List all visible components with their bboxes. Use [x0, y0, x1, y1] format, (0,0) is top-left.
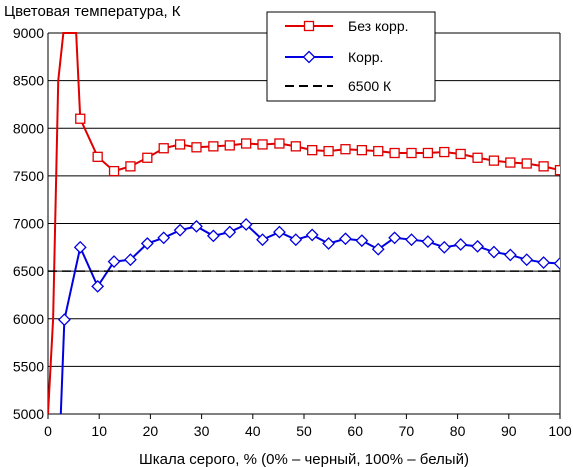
data-point: [520, 253, 534, 267]
data-point: [75, 113, 86, 124]
x-tick-label: 20: [143, 423, 159, 439]
data-point: [554, 165, 560, 176]
data-point: [553, 257, 560, 270]
y-axis-title: Цветовая температура, К: [4, 3, 181, 20]
data-point: [124, 253, 137, 267]
data-point: [406, 147, 417, 159]
data-point: [389, 147, 400, 159]
data-point: [174, 139, 186, 150]
data-point: [307, 145, 318, 156]
data-point: [521, 158, 532, 169]
data-point: [274, 138, 285, 149]
data-point: [256, 233, 269, 247]
legend-marker: [303, 20, 315, 32]
data-point: [322, 237, 335, 250]
data-point: [239, 218, 253, 231]
data-point: [91, 279, 105, 293]
x-tick-label: 30: [194, 423, 210, 439]
legend-label: Без корр.: [348, 18, 409, 34]
series-2: [57, 218, 560, 415]
data-point: [289, 233, 303, 247]
data-point: [190, 219, 203, 233]
data-point: [290, 141, 301, 152]
data-point: [240, 138, 252, 149]
data-point: [208, 141, 219, 152]
y-tick-label: 6500: [13, 263, 44, 279]
y-tick-label: 8000: [13, 120, 44, 136]
data-point: [92, 151, 103, 162]
data-point: [388, 231, 402, 245]
data-point: [455, 148, 466, 160]
plot-area: [48, 32, 560, 415]
legend-label: 6500 К: [348, 78, 392, 94]
data-point: [157, 231, 171, 245]
data-point: [173, 223, 187, 237]
x-tick-label: 50: [296, 423, 312, 439]
data-point: [505, 157, 516, 168]
data-point: [140, 237, 154, 250]
data-point: [158, 143, 169, 154]
data-point: [57, 313, 71, 327]
data-point: [488, 155, 500, 166]
data-point: [538, 161, 549, 172]
x-tick-label: 90: [501, 423, 517, 439]
legend: Без корр. Корр. 6500 К: [266, 11, 436, 102]
x-tick-label: 80: [450, 423, 466, 439]
data-point: [356, 145, 368, 156]
data-point: [323, 145, 334, 157]
data-point: [439, 146, 450, 158]
x-tick-label: 40: [245, 423, 261, 439]
data-point: [125, 161, 136, 172]
legend-label: Корр.: [348, 49, 383, 65]
data-point: [108, 165, 120, 177]
y-tick-label: 9000: [13, 25, 44, 41]
x-tick-label: 60: [347, 423, 363, 439]
data-point: [142, 152, 153, 163]
data-point: [355, 234, 369, 248]
data-point: [422, 147, 434, 159]
y-tick-label: 7000: [13, 216, 44, 232]
data-point: [73, 240, 87, 254]
y-tick-label: 6000: [13, 311, 44, 327]
x-tick-label: 70: [399, 423, 415, 439]
data-point: [224, 140, 235, 151]
data-point: [454, 238, 468, 251]
data-point: [340, 144, 351, 155]
y-tick-label: 8500: [13, 73, 44, 89]
series-1: [48, 32, 560, 415]
x-tick-label: 0: [44, 423, 52, 439]
data-point: [371, 242, 385, 256]
data-point: [537, 256, 551, 269]
x-tick-label: 10: [91, 423, 107, 439]
data-point: [107, 255, 121, 269]
data-point: [257, 139, 268, 150]
data-point: [191, 142, 202, 153]
data-point: [305, 228, 319, 242]
x-tick-labels: 0 10 20 30 40 50 60 70 80 90 100: [44, 414, 572, 439]
data-point: [487, 245, 501, 259]
x-axis-title: Шкала серого, % (0% – черный, 100% – бел…: [139, 451, 469, 467]
y-tick-label: 5500: [13, 358, 44, 374]
data-point: [223, 225, 237, 239]
data-point: [503, 248, 517, 262]
data-point: [437, 240, 451, 254]
y-tick-label: 5000: [13, 406, 44, 422]
data-point: [421, 235, 435, 249]
data-point: [273, 225, 286, 239]
x-tick-label: 100: [548, 423, 572, 439]
y-tick-label: 7500: [13, 168, 44, 184]
data-point: [373, 145, 384, 157]
data-point: [206, 229, 220, 243]
legend-marker: [302, 50, 316, 64]
data-point: [339, 232, 352, 246]
y-tick-labels: 5000 5500 6000 6500 7000 7500 8000 8500 9000: [13, 25, 44, 422]
data-point: [472, 152, 483, 163]
data-point: [405, 233, 418, 247]
data-point: [471, 239, 484, 253]
